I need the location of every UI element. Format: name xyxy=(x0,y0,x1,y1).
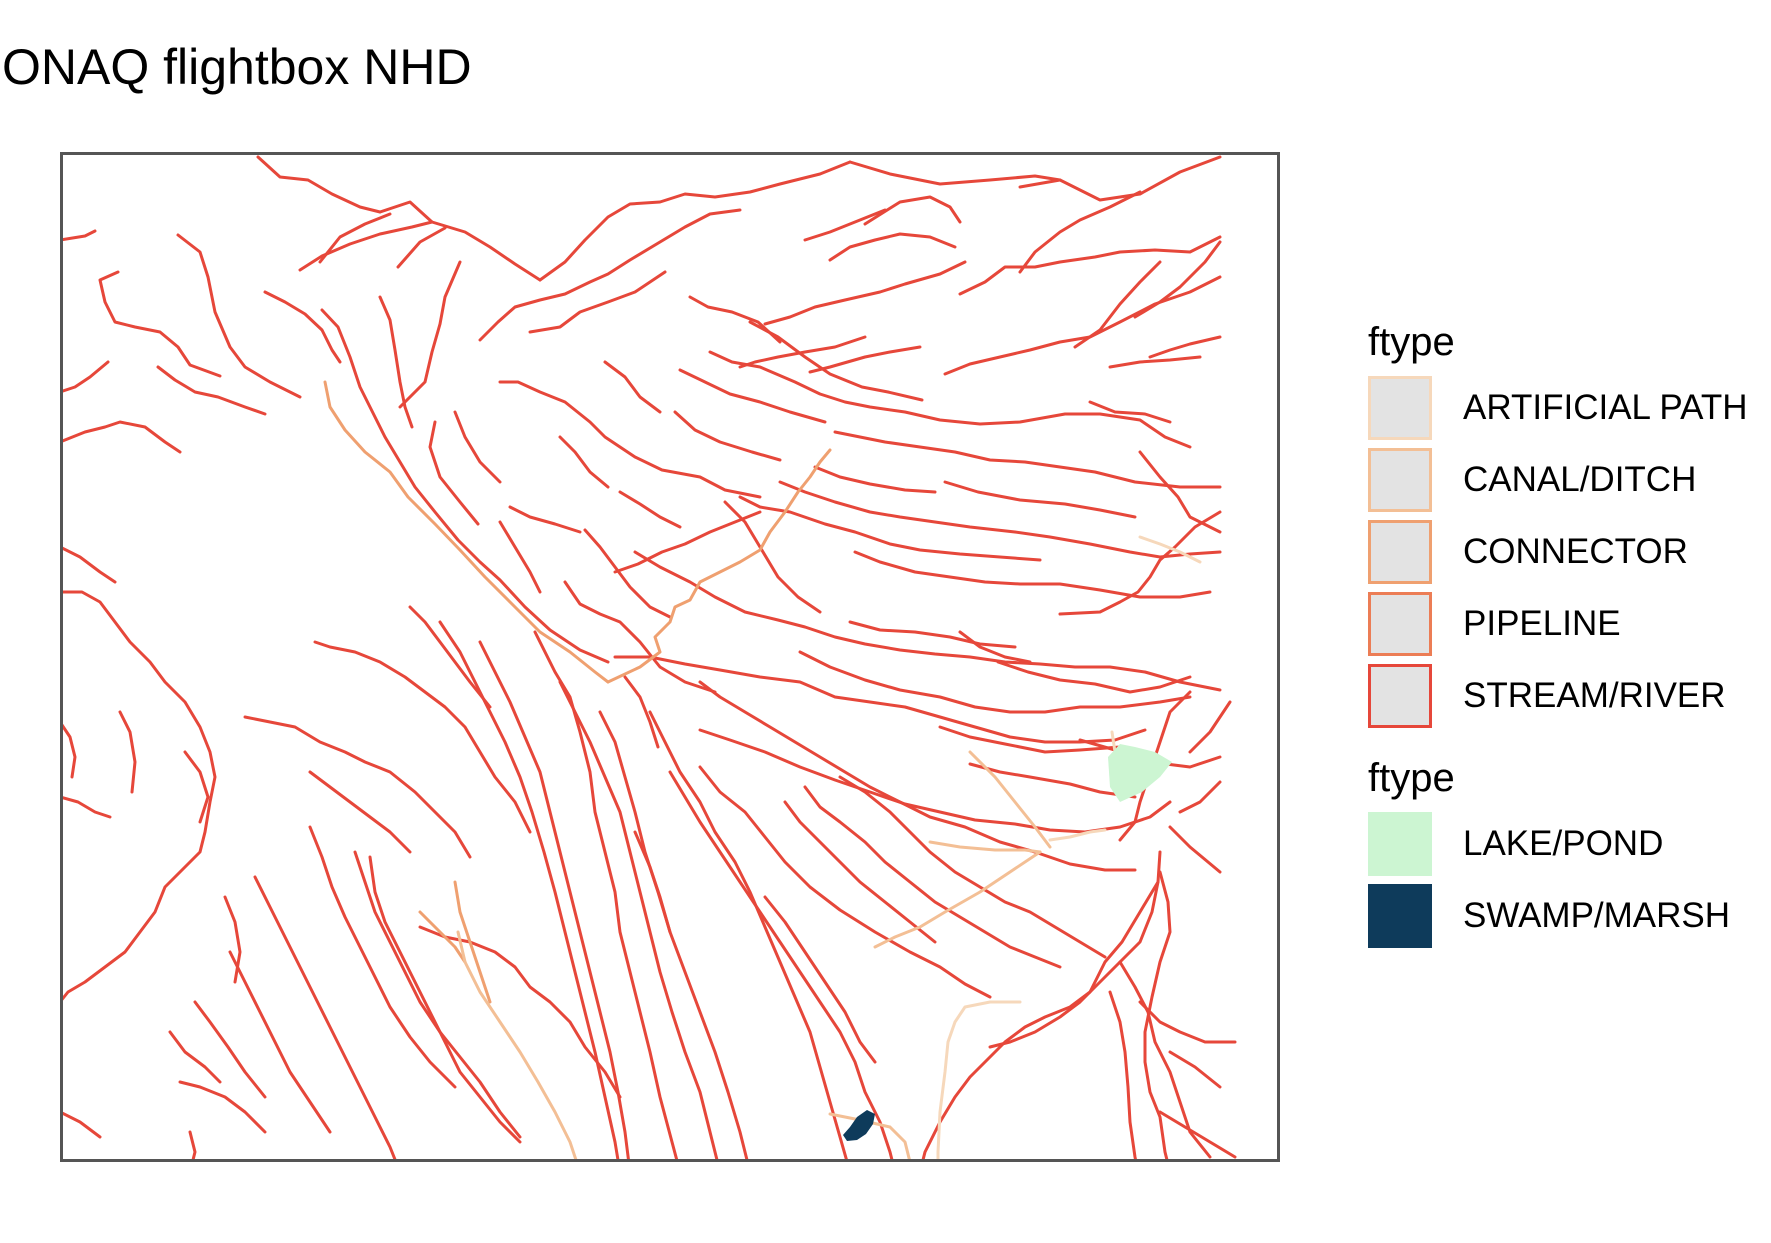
legend-item-artificial-path: ARTIFICIAL PATH xyxy=(1368,372,1768,444)
legend-swatch-canal-ditch xyxy=(1368,448,1432,512)
legend-item-swamp-marsh: SWAMP/MARSH xyxy=(1368,880,1768,952)
lake-pond-polygon xyxy=(1108,744,1172,802)
legend-item-stream-river: STREAM/RIVER xyxy=(1368,660,1768,732)
legend-lines-group: ARTIFICIAL PATH CANAL/DITCH CONNECTOR PI… xyxy=(1368,372,1768,732)
legend-item-canal-ditch: CANAL/DITCH xyxy=(1368,444,1768,516)
legend-label-lake-pond: LAKE/POND xyxy=(1463,824,1664,863)
legend-title-areas: ftype xyxy=(1368,756,1455,800)
legend-swatch-lake-pond xyxy=(1368,812,1432,876)
legend-swatch-stream-river xyxy=(1368,664,1432,728)
legend-swatch-pipeline xyxy=(1368,592,1432,656)
stream-river-lines xyxy=(60,155,1237,1162)
legend-label-stream-river: STREAM/RIVER xyxy=(1463,676,1726,715)
legend-swatch-swamp-marsh xyxy=(1368,884,1432,948)
swamp-marsh-polygon xyxy=(843,1110,875,1141)
legend-label-connector: CONNECTOR xyxy=(1463,532,1688,571)
legend-swatch-artificial-path xyxy=(1368,376,1432,440)
legend-areas-group: LAKE/POND SWAMP/MARSH xyxy=(1368,808,1768,952)
legend: ftype ARTIFICIAL PATH CANAL/DITCH CONNEC… xyxy=(1368,322,1768,952)
map-panel xyxy=(60,152,1280,1167)
legend-item-lake-pond: LAKE/POND xyxy=(1368,808,1768,880)
legend-swatch-connector xyxy=(1368,520,1432,584)
legend-label-pipeline: PIPELINE xyxy=(1463,604,1621,643)
connector-lines xyxy=(323,380,832,1004)
legend-title-lines: ftype xyxy=(1368,320,1455,364)
map-canvas xyxy=(60,152,1280,1162)
legend-item-pipeline: PIPELINE xyxy=(1368,588,1768,660)
page-title: ONAQ flightbox NHD xyxy=(2,39,472,95)
legend-item-connector: CONNECTOR xyxy=(1368,516,1768,588)
legend-label-artificial-path: ARTIFICIAL PATH xyxy=(1463,388,1748,427)
legend-label-swamp-marsh: SWAMP/MARSH xyxy=(1463,896,1731,935)
map-border xyxy=(60,152,1280,1162)
canal-ditch-lines xyxy=(456,750,1052,1162)
legend-label-canal-ditch: CANAL/DITCH xyxy=(1463,460,1697,499)
